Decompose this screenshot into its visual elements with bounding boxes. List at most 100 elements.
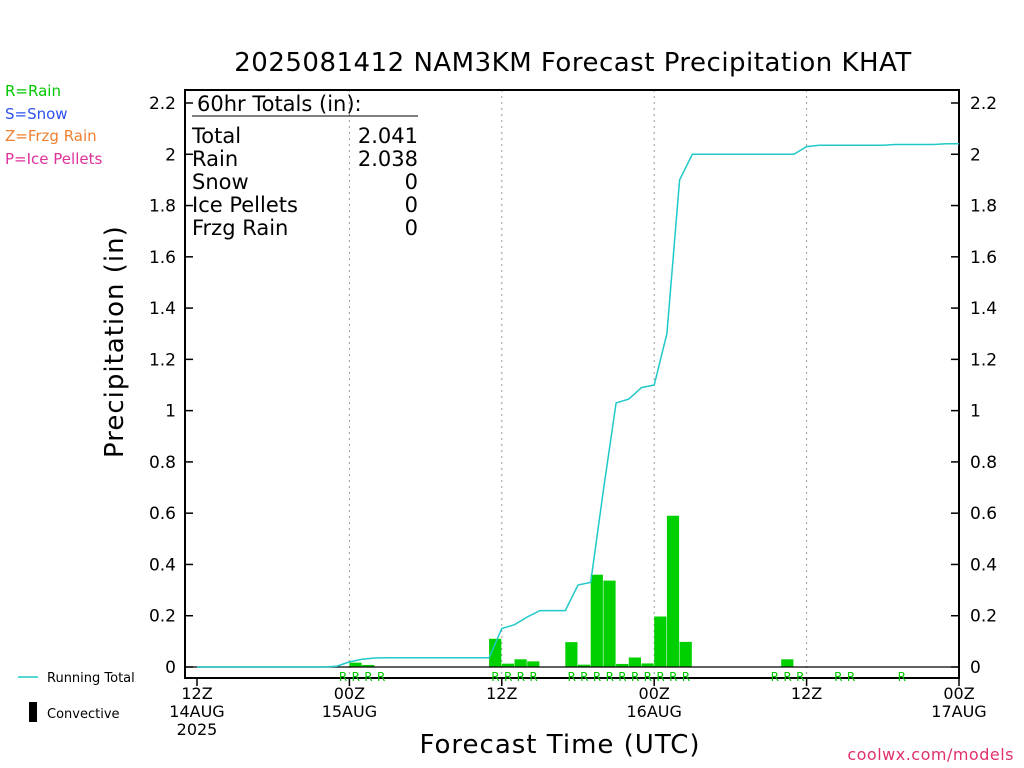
totals-value: 0 (405, 193, 418, 217)
y-tick-label-right: 0.4 (970, 555, 997, 575)
x-tick-label: 12Z (486, 684, 517, 703)
totals-label: Ice Pellets (192, 193, 298, 217)
y-tick-label-left: 2.2 (149, 94, 176, 114)
x-tick-label: 17AUG (931, 702, 986, 721)
totals-value: 0 (405, 170, 418, 194)
running-total-line (197, 143, 959, 668)
y-tick-label-right: 0 (970, 658, 981, 678)
y-tick-label-right: 1 (970, 402, 981, 422)
y-axis-left: 0 0.2 0.4 0.6 0.8 1 1.2 1.4 1.6 1.8 2 2.2 (149, 94, 193, 678)
precip-bar (514, 659, 527, 667)
precip-bar (666, 515, 680, 667)
legend-snow: S=Snow (5, 105, 68, 123)
precip-bar (349, 662, 362, 667)
y-tick-label-right: 1.4 (970, 299, 997, 319)
y-tick-label-right: 1.6 (970, 248, 997, 268)
totals-value: 0 (405, 216, 418, 240)
ptype-marker-r: R (529, 670, 537, 684)
ptype-marker-r: R (567, 670, 575, 684)
legend-ice-pellets: P=Ice Pellets (5, 150, 103, 168)
precip-bar (628, 657, 641, 667)
credit-link[interactable]: coolwx.com/models (847, 745, 1014, 764)
precip-bar (501, 663, 514, 667)
y-tick-label-right: 0.8 (970, 453, 997, 473)
y-tick-label-left: 1.2 (149, 350, 176, 370)
ptype-marker-r: R (669, 670, 677, 684)
ptype-marker-r: R (796, 670, 804, 684)
totals-label: Frzg Rain (192, 216, 288, 240)
x-tick-label: 00Z (943, 684, 974, 703)
plot-frame (184, 89, 960, 679)
ptype-marker-r: R (504, 670, 512, 684)
precip-bar (578, 664, 591, 667)
precip-bar (489, 638, 502, 667)
running-total-legend-label: Running Total (47, 671, 135, 686)
ptype-marker-r: R (618, 670, 626, 684)
y-tick-label-left: 1.4 (149, 299, 176, 319)
y-tick-label-right: 1.8 (970, 197, 997, 217)
precip-bar (679, 641, 692, 667)
ptype-marker-r: R (682, 670, 690, 684)
precip-bar (527, 661, 540, 667)
y-axis-title: Precipitation (in) (100, 225, 130, 458)
y-tick-label-left: 0.8 (149, 453, 176, 473)
ptype-marker-r: R (491, 670, 499, 684)
legend-rain: R=Rain (5, 82, 61, 100)
ptype-marker-r: R (377, 670, 385, 684)
chart-title: 2025081412 NAM3KM Forecast Precipitation… (234, 48, 912, 78)
convective-legend: Convective (29, 702, 120, 722)
y-tick-label-right: 0.6 (970, 504, 997, 524)
precip-bar (362, 664, 375, 667)
ptype-marker-r: R (339, 670, 347, 684)
y-tick-label-left: 0.6 (149, 504, 176, 524)
x-tick-label: 12Z (791, 684, 822, 703)
running-total-legend: Running Total (18, 671, 135, 686)
y-tick-label-right: 2 (970, 145, 981, 165)
ptype-marker-r: R (834, 670, 842, 684)
x-tick-label: 00Z (334, 684, 365, 703)
totals-value: 2.038 (358, 147, 418, 171)
x-tick-label: 16AUG (626, 702, 681, 721)
totals-box: 60hr Totals (in): Total 2.041 Rain 2.038 Sno… (191, 92, 418, 240)
y-tick-label-left: 0.4 (149, 555, 176, 575)
y-tick-label-right: 1.2 (970, 350, 997, 370)
ptype-marker-r: R (644, 670, 652, 684)
totals-header: 60hr Totals (in): (197, 92, 362, 116)
ptype-marker-r: R (580, 670, 588, 684)
x-tick-label: 00Z (639, 684, 670, 703)
ptype-marker-r: R (517, 670, 525, 684)
precip-bar (641, 663, 654, 667)
totals-label: Snow (192, 170, 249, 194)
x-tick-label: 15AUG (322, 702, 377, 721)
y-tick-label-left: 1.8 (149, 197, 176, 217)
y-tick-label-left: 0 (165, 658, 176, 678)
totals-label: Total (191, 124, 241, 148)
precip-bar (603, 580, 616, 667)
ptype-marker-r: R (783, 670, 791, 684)
ptype-marker-r: R (771, 670, 779, 684)
precip-bar (781, 659, 794, 667)
y-tick-label-left: 1 (165, 402, 176, 422)
ptype-marker-r: R (364, 670, 372, 684)
y-tick-label-right: 0.2 (970, 607, 997, 627)
x-tick-label: 14AUG (169, 702, 224, 721)
convective-legend-swatch (29, 702, 37, 722)
ptype-marker-r: R (631, 670, 639, 684)
ptype-marker-r: R (352, 670, 360, 684)
x-tick-label: 2025 (177, 720, 218, 739)
convective-legend-label: Convective (47, 707, 120, 722)
ptype-marker-r: R (898, 670, 906, 684)
y-tick-label-left: 0.2 (149, 607, 176, 627)
y-tick-label-right: 2.2 (970, 94, 997, 114)
ptype-marker-r: R (656, 670, 664, 684)
ptype-marker-r: R (593, 670, 601, 684)
totals-value: 2.041 (358, 124, 418, 148)
precip-bar (654, 616, 667, 667)
precip-bar (616, 663, 629, 667)
ptype-marker-r: R (847, 670, 855, 684)
legend-freezing-rain: Z=Frzg Rain (5, 127, 97, 145)
x-tick-label: 12Z (181, 684, 212, 703)
y-tick-label-left: 1.6 (149, 248, 176, 268)
